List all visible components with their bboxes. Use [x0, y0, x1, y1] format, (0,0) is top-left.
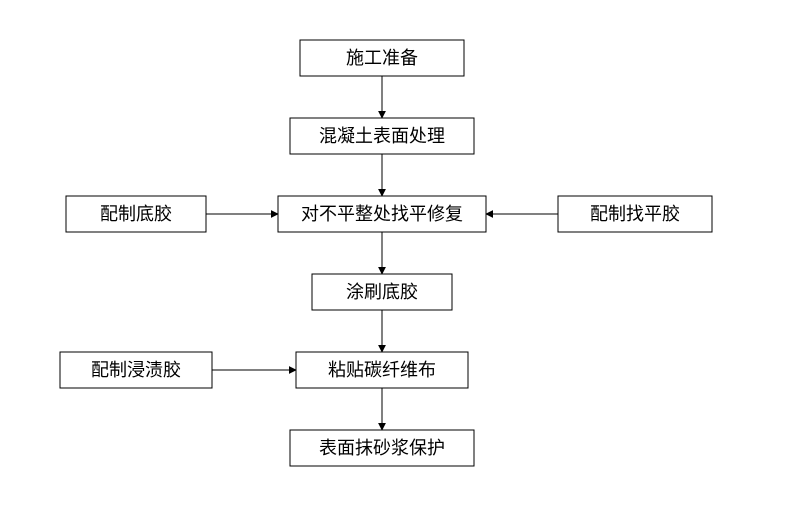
flow-node-label: 配制底胶 — [100, 204, 172, 224]
flow-node-n5: 粘贴碳纤维布 — [296, 352, 468, 388]
flow-node-n3r: 配制找平胶 — [558, 196, 712, 232]
flow-node-n1: 施工准备 — [300, 40, 464, 76]
flow-node-label: 涂刷底胶 — [346, 282, 418, 302]
flow-node-label: 表面抹砂浆保护 — [319, 438, 445, 458]
flow-node-n4: 涂刷底胶 — [312, 274, 452, 310]
flow-node-n6: 表面抹砂浆保护 — [290, 430, 474, 466]
flow-node-label: 粘贴碳纤维布 — [328, 360, 436, 380]
flow-node-label: 混凝土表面处理 — [319, 126, 445, 146]
flow-node-n5l: 配制浸渍胶 — [60, 352, 212, 388]
flow-node-n3: 对不平整处找平修复 — [278, 196, 486, 232]
flow-node-label: 配制浸渍胶 — [91, 360, 181, 380]
flowchart-canvas: 施工准备混凝土表面处理对不平整处找平修复 配制底胶 配制找平胶涂刷底胶粘贴碳纤维布 配… — [0, 0, 800, 530]
flow-node-n3l: 配制底胶 — [66, 196, 206, 232]
flow-node-label: 对不平整处找平修复 — [301, 204, 463, 224]
flow-node-label: 施工准备 — [346, 48, 418, 68]
flow-node-label: 配制找平胶 — [590, 204, 680, 224]
flow-node-n2: 混凝土表面处理 — [290, 118, 474, 154]
